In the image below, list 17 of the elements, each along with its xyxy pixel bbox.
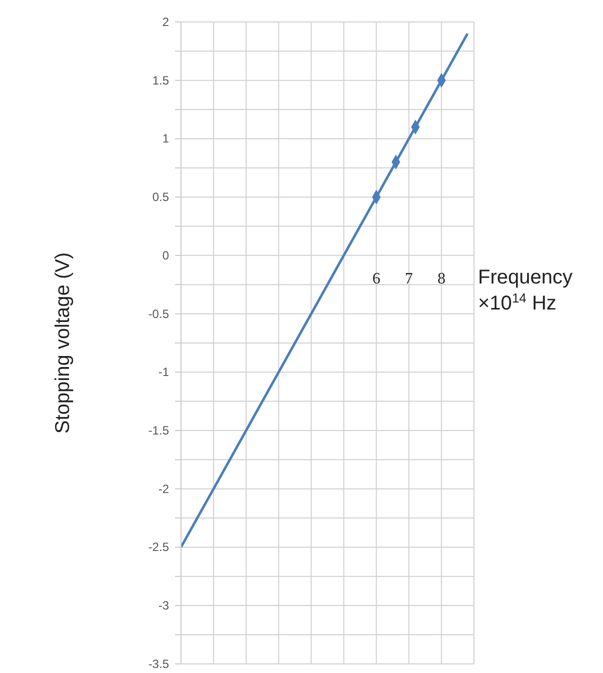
y-tick-label: -3.5 bbox=[148, 656, 170, 671]
y-tick-label: -2.5 bbox=[148, 540, 170, 554]
y-tick-label: 0 bbox=[162, 248, 170, 262]
y-tick-label: 0.5 bbox=[152, 190, 170, 204]
y-tick-label: 2 bbox=[162, 15, 170, 29]
y-tick-label: -3 bbox=[158, 598, 170, 613]
y-tick-label: -1.5 bbox=[148, 423, 170, 438]
y-tick-label: -1 bbox=[158, 365, 170, 380]
y-tick-label: -2 bbox=[158, 482, 170, 496]
y-axis-title: Stopping voltage (V) bbox=[52, 252, 74, 434]
x-axis-title: Frequency ×10$^{14}$ Hz bbox=[478, 266, 572, 314]
y-tick-label: 1.5 bbox=[152, 73, 170, 88]
x-tick-label: 6 bbox=[372, 270, 380, 288]
x-tick-label: 8 bbox=[437, 270, 446, 288]
y-tick-label: 1 bbox=[162, 132, 170, 146]
x-tick-label: 7 bbox=[404, 270, 413, 288]
y-tick-label: -0.5 bbox=[148, 306, 170, 321]
